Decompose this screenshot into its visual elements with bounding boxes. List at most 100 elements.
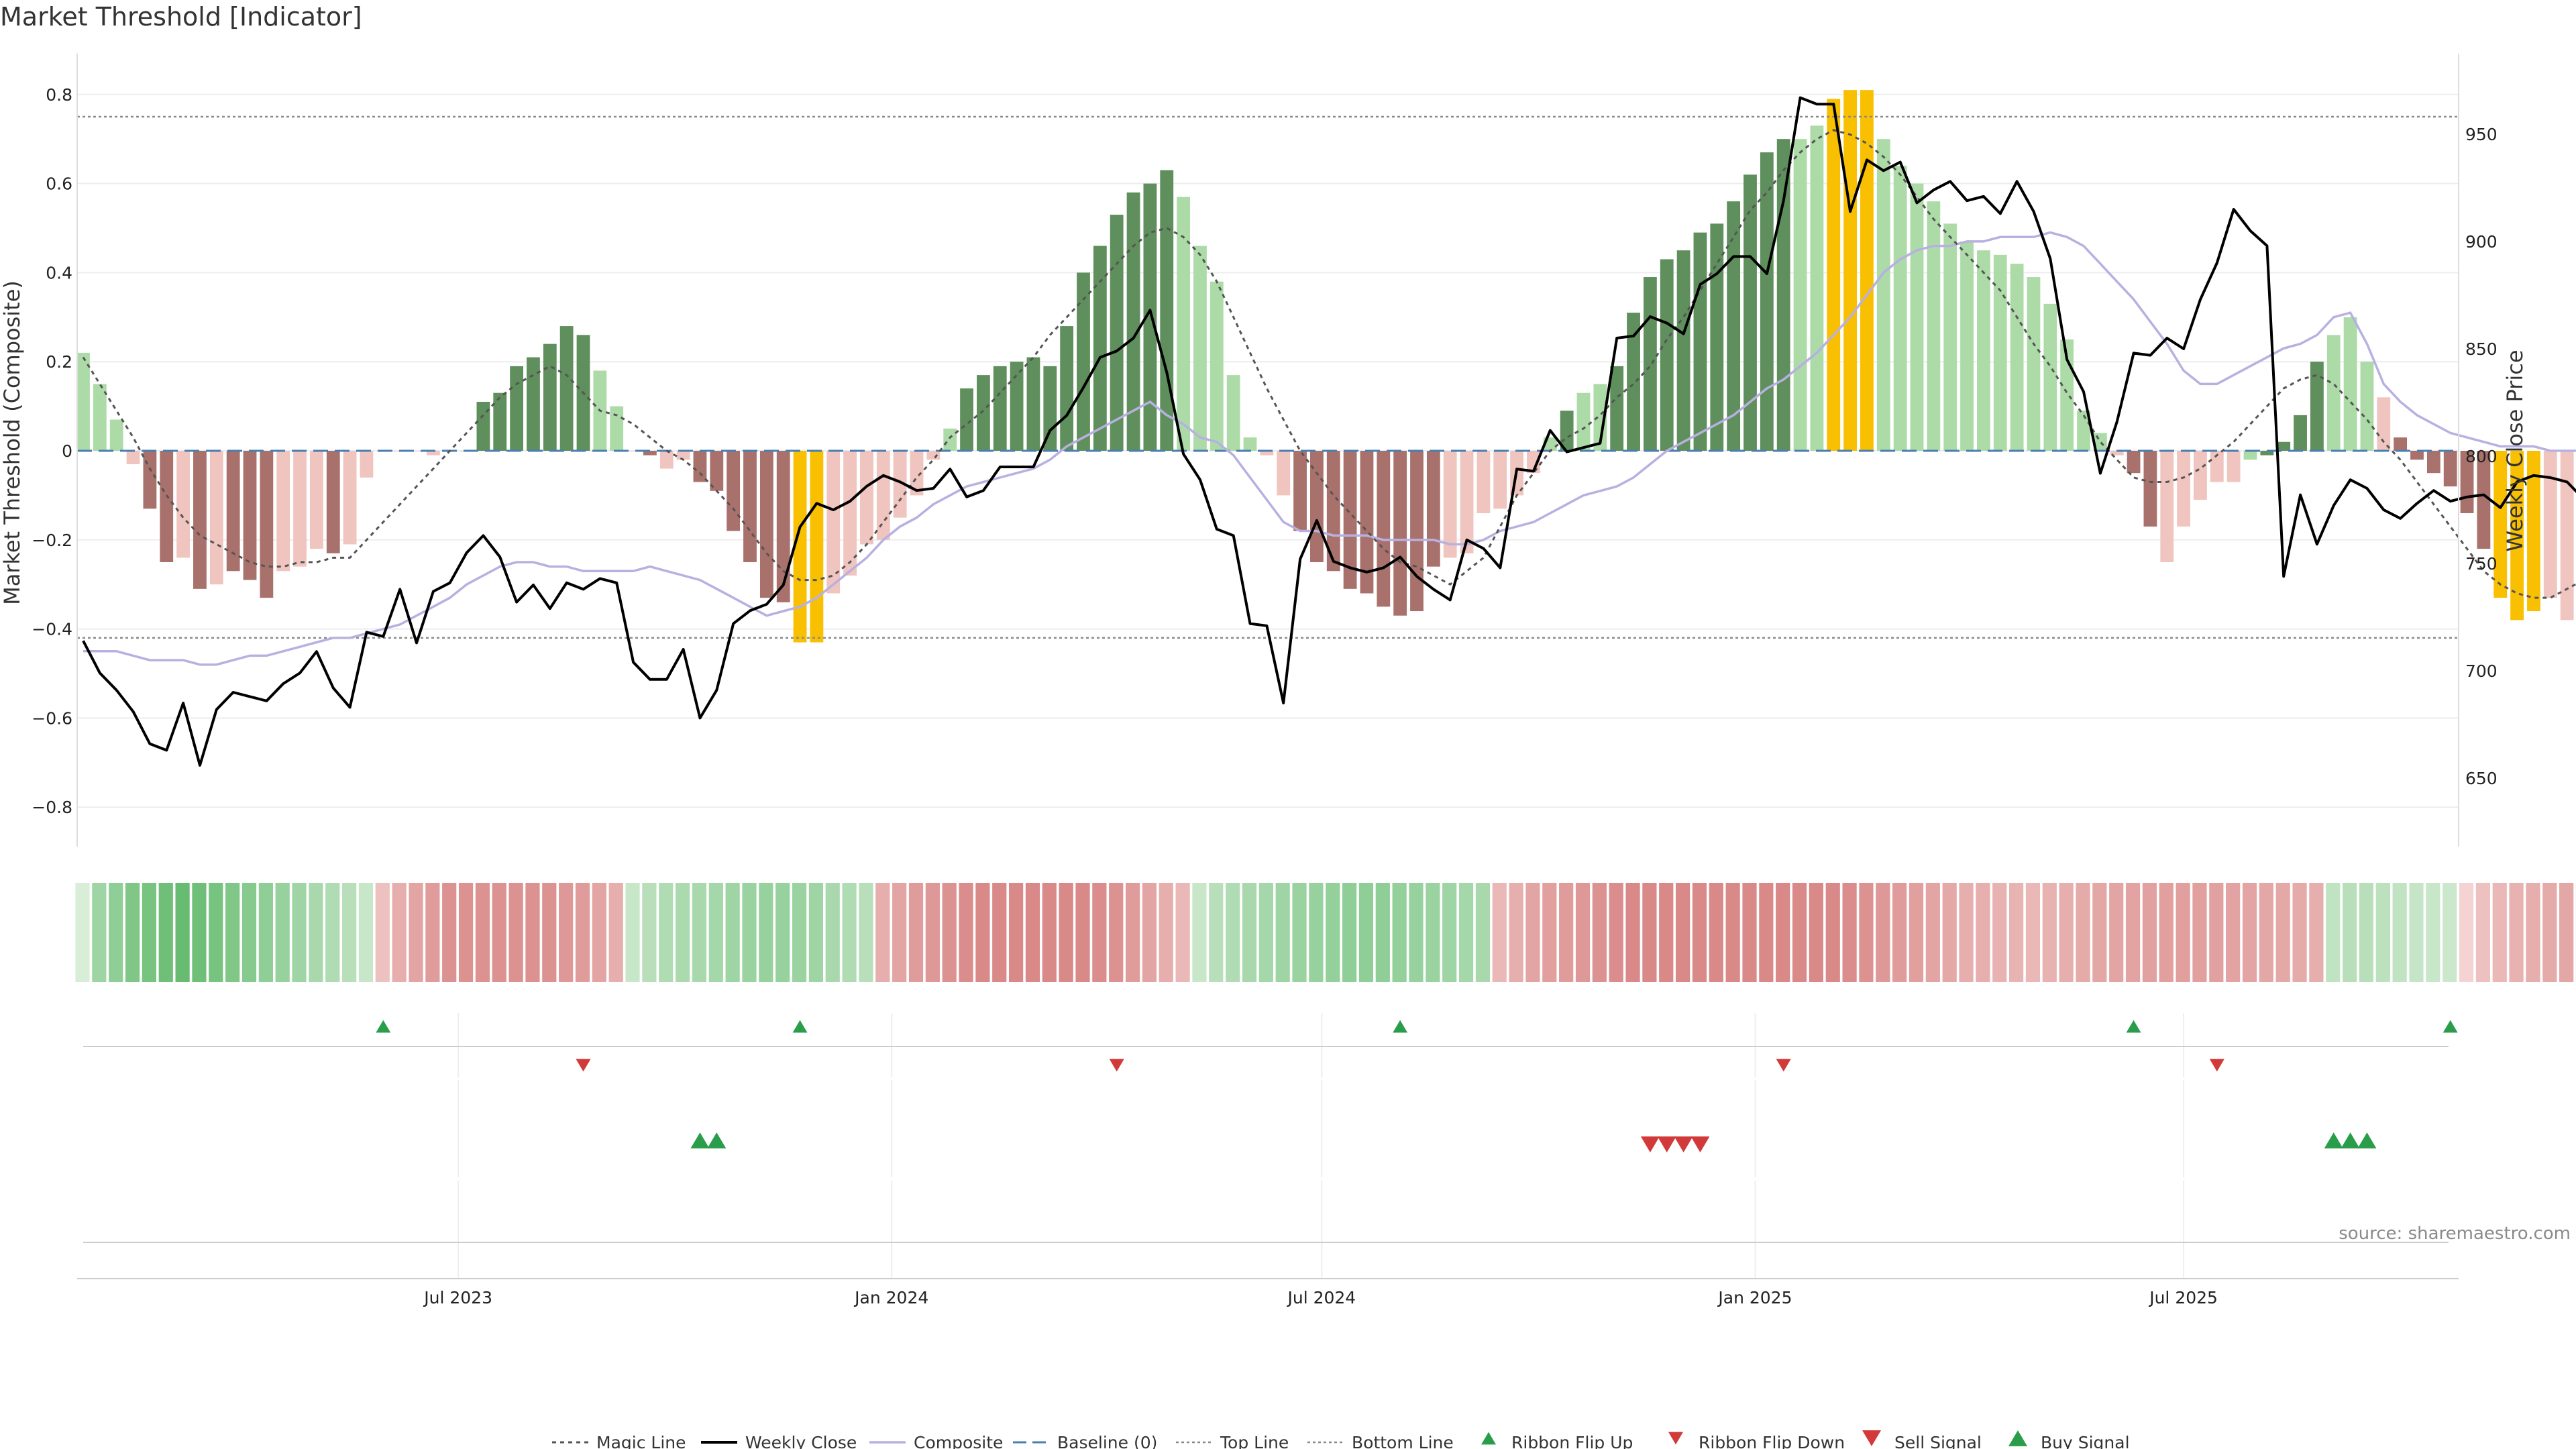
ribbon-cell (1709, 883, 1723, 982)
composite-bar (1443, 451, 1457, 558)
composite-bar (1827, 99, 1841, 451)
composite-bar (476, 401, 490, 451)
ribbon-cell (2275, 883, 2290, 982)
ribbon-cell (1358, 883, 1374, 982)
ribbon-cell (1659, 883, 1674, 982)
ribbon-cell (2092, 883, 2107, 982)
ribbon-cell (1059, 883, 1073, 982)
composite-bar (2377, 397, 2391, 451)
ribbon-cell (708, 883, 723, 982)
right-tick-label: 650 (2465, 769, 2498, 788)
ribbon-cell (2509, 883, 2524, 982)
composite-bar (1860, 90, 1874, 451)
legend-item: Ribbon Flip Up (1481, 1432, 1633, 1449)
ribbon-cell (1309, 883, 1324, 982)
composite-bar (893, 451, 907, 518)
buy-signal-marker (2357, 1132, 2377, 1148)
composite-bar (2177, 451, 2190, 527)
left-tick-label: −0.6 (32, 708, 72, 728)
sell-signal-marker (1657, 1136, 1676, 1152)
x-axis: Jul 2023 Jan 2024 Jul 2024 Jan 2025 Jul 2025 (77, 1278, 2459, 1307)
composite-bar (2493, 451, 2508, 598)
composite-bar (493, 392, 507, 451)
legend-label: Bottom Line (1352, 1433, 1454, 1449)
composite-bar (2510, 451, 2524, 621)
ribbon-cell (2309, 883, 2324, 982)
axes: 0.8 0.6 0.4 0.2 0 −0.2 −0.4 −0.6 −0.8 950 900 850 80… (32, 54, 2498, 847)
composite-bar (759, 451, 773, 598)
magic-line (82, 129, 2576, 599)
composite-bar (610, 406, 624, 451)
ribbon-cell (825, 883, 840, 982)
ribbon-cell (2392, 883, 2407, 982)
ribbon-cell (2125, 883, 2141, 982)
ribbon-cell (559, 883, 574, 982)
weekly-close-line (82, 96, 2576, 767)
ribbon-cell (409, 883, 423, 982)
composite-bar (1260, 451, 1274, 455)
composite-bar (960, 388, 973, 451)
left-tick-label: 0.6 (46, 174, 72, 194)
composite-bar (1077, 272, 1090, 451)
ribbon-cell (2526, 883, 2540, 982)
composite-bar (776, 451, 790, 602)
composite-bar (910, 451, 924, 496)
ribbon-cell (241, 883, 257, 982)
source-credit: source: sharemaestro.com (2339, 1224, 2571, 1244)
composite-bar (2127, 451, 2141, 474)
buy-signal-marker (2341, 1132, 2360, 1148)
composite-bar (943, 428, 957, 451)
ribbon-flip-down-marker (1776, 1059, 1791, 1072)
ribbon-cell (742, 883, 757, 982)
right-tick-label: 900 (2465, 232, 2498, 252)
ribbon-cell (1175, 883, 1190, 982)
x-tick-label: Jan 2024 (853, 1288, 928, 1307)
ribbon-cell (1092, 883, 1107, 982)
ribbon-cell (2292, 883, 2307, 982)
ribbon-cell (575, 883, 590, 982)
composite-bar (209, 451, 223, 585)
ribbon-flip-down-marker (576, 1059, 591, 1072)
composite-bar (1477, 451, 1491, 513)
composite-bar (2443, 451, 2457, 487)
ribbon-cell (1375, 883, 1390, 982)
ribbon-cell (492, 883, 506, 982)
composite-bar (1893, 166, 1907, 451)
ribbon-cell (2542, 883, 2557, 982)
composite-bar (2560, 451, 2574, 621)
ribbon-cell (2192, 883, 2207, 982)
composite-bar (260, 451, 274, 598)
ribbon-cell (75, 883, 90, 982)
ribbon-cell (2159, 883, 2174, 982)
ribbon-cell (1676, 883, 1690, 982)
ribbon-cell (1725, 883, 1740, 982)
composite-bar (1727, 201, 1741, 451)
ribbon-cell (1492, 883, 1507, 982)
composite-bar (2260, 451, 2274, 455)
composite-bar (1193, 246, 1207, 451)
ribbon-cell (1075, 883, 1090, 982)
right-axis-label: Weekly Close Price (2502, 350, 2528, 551)
right-tick-label: 750 (2465, 554, 2498, 574)
ribbon-cell (1559, 883, 1574, 982)
ribbon-cell (2109, 883, 2124, 982)
ribbon-cell (275, 883, 290, 982)
legend-label: Baseline (0) (1057, 1433, 1157, 1449)
composite-bar (2527, 451, 2540, 612)
sell-signal-marker (1690, 1136, 1710, 1152)
ribbon-cell (442, 883, 457, 982)
ribbon-cell (1442, 883, 1457, 982)
composite-bar (2394, 437, 2408, 451)
ribbon-cell (608, 883, 623, 982)
ribbon-cell (1809, 883, 1823, 982)
composite-bar (326, 451, 340, 553)
x-tick-label: Jan 2025 (1717, 1288, 1792, 1307)
composite-bar (1676, 250, 1690, 451)
composite-bar (1177, 197, 1190, 451)
composite-bar (977, 375, 990, 451)
composite-bar (1710, 223, 1724, 451)
composite-bar (1843, 90, 1857, 451)
composite-bar (1660, 259, 1674, 451)
